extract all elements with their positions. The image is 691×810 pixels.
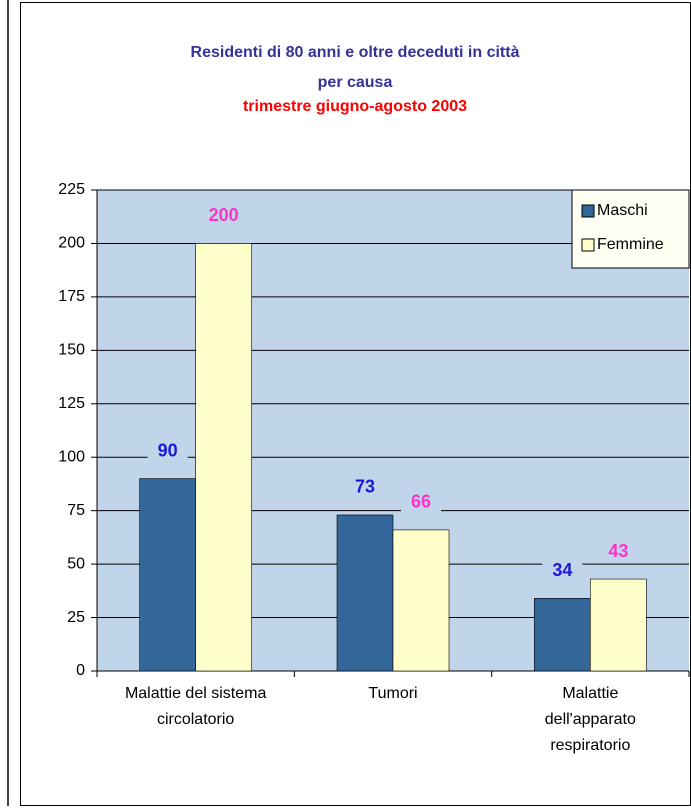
bar: [139, 478, 196, 672]
chart-subtitle: trimestre giugno-agosto 2003: [242, 98, 468, 115]
y-tick-label: 100: [58, 448, 85, 465]
y-tick-label: 200: [58, 235, 85, 252]
y-tick-label: 150: [58, 342, 85, 359]
legend-label: Maschi: [597, 202, 648, 219]
y-tick-label: 75: [67, 502, 85, 519]
bar: [392, 529, 450, 672]
data-label-bg: [203, 205, 244, 228]
legend-swatch: [581, 238, 595, 252]
data-label: 200: [209, 205, 239, 225]
data-label-bg: [598, 541, 639, 564]
data-label: 90: [158, 440, 178, 460]
y-tick-label: 0: [76, 662, 85, 679]
y-tick-label: 50: [67, 555, 85, 572]
legend-label: Femmine: [597, 236, 664, 253]
x-tick-label: Malattie del sistema circolatorio: [124, 685, 267, 728]
data-label: 66: [411, 492, 431, 512]
legend-box: [571, 189, 690, 269]
bar: [336, 514, 394, 672]
data-label: 34: [552, 560, 572, 580]
bar: [195, 243, 252, 672]
bar: [590, 578, 647, 672]
y-tick-label: 125: [58, 395, 85, 412]
bar: [534, 598, 591, 672]
legend-swatch: [581, 204, 595, 218]
data-label: 43: [608, 541, 628, 561]
y-tick-label: 175: [58, 288, 85, 305]
y-tick-label: 225: [58, 181, 85, 198]
x-tick-label: Tumori: [368, 685, 418, 702]
data-label-bg: [542, 560, 583, 583]
data-label-bg: [147, 440, 188, 463]
x-tick-label: Malattie dell'apparato respiratorio: [544, 685, 636, 754]
data-label: 73: [355, 477, 375, 497]
data-label-bg: [345, 476, 385, 499]
y-tick-label: 25: [67, 609, 85, 626]
chart-title: Residenti di 80 anni e oltre deceduti in…: [190, 44, 520, 91]
data-label-bg: [401, 491, 441, 514]
